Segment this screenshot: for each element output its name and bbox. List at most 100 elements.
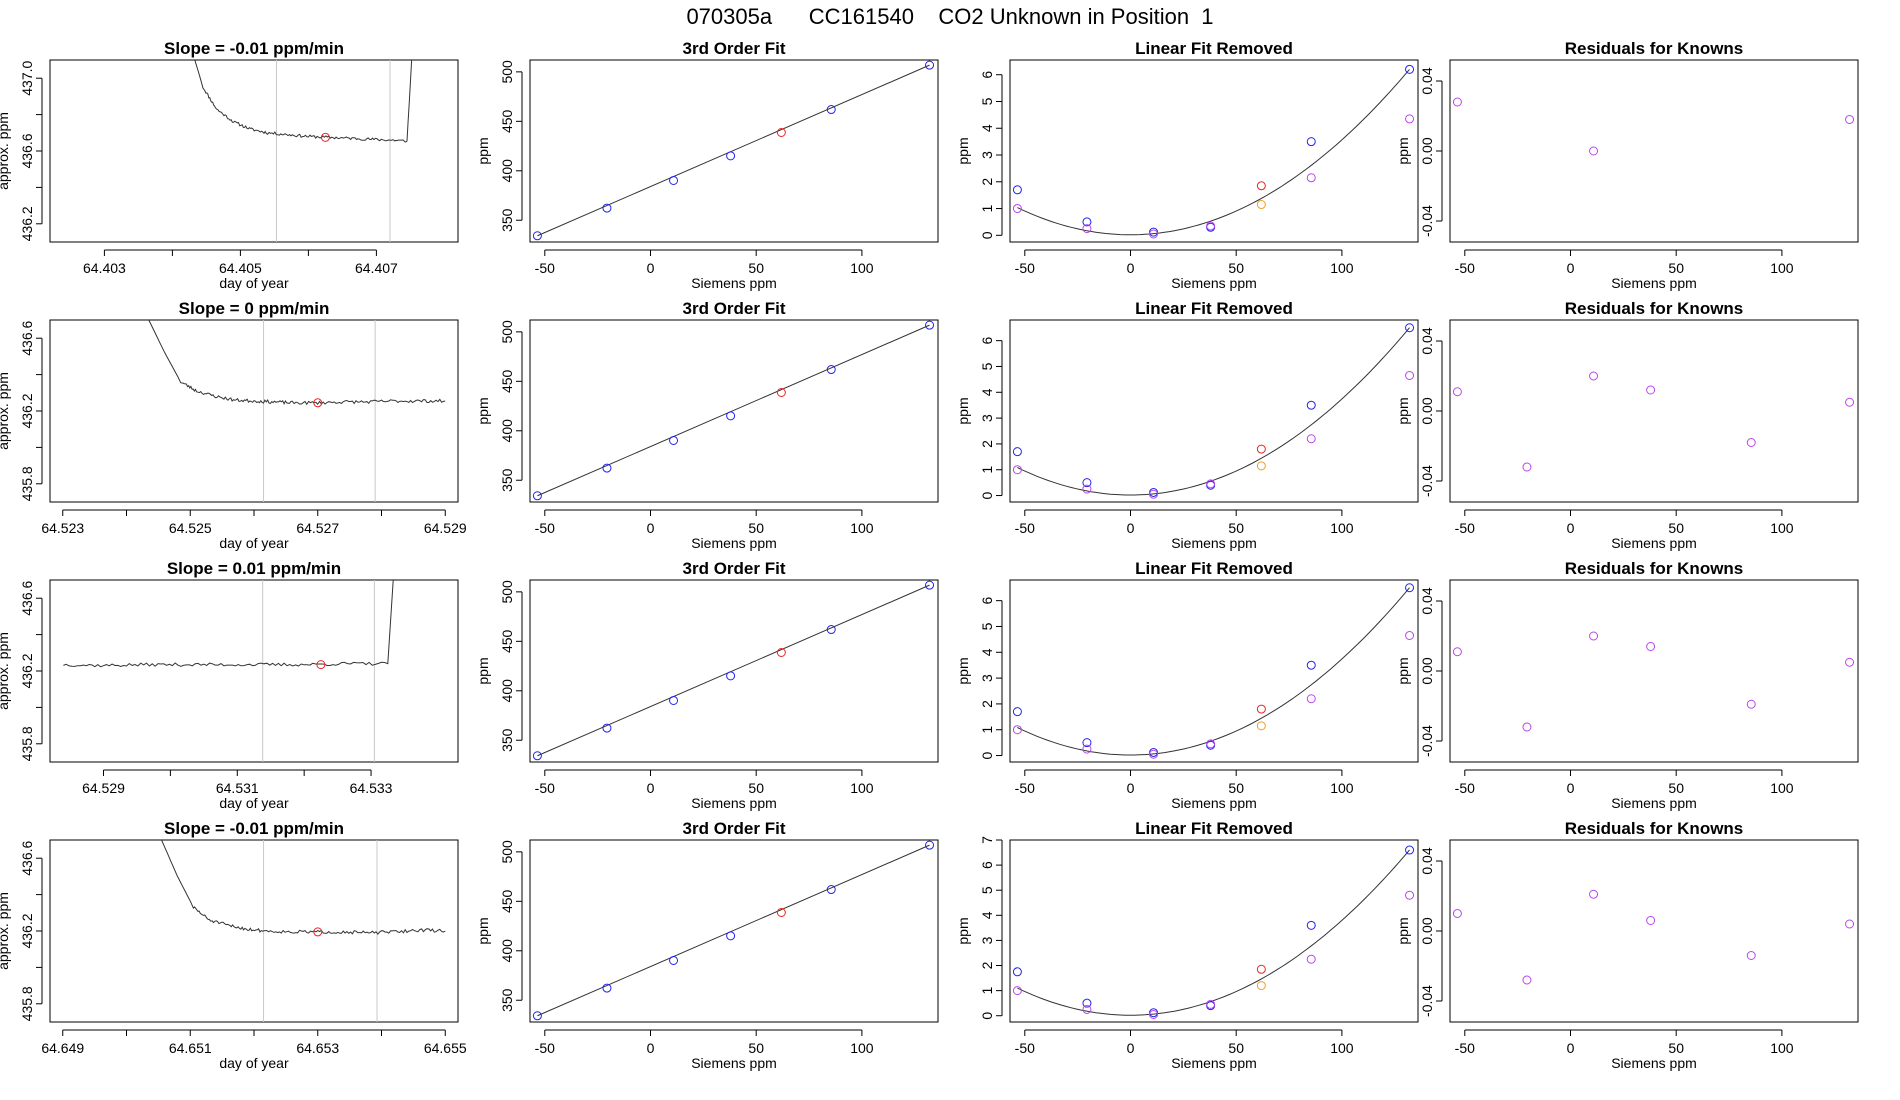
- plot-area: [1012, 64, 1415, 239]
- plot-area: [63, 580, 394, 762]
- x-tick-label: 100: [1770, 780, 1794, 796]
- data-point-magenta: [1206, 999, 1216, 1009]
- data-point-orange: [1256, 200, 1266, 210]
- y-axis-label: approx. ppm: [0, 632, 11, 710]
- data-point-blue: [669, 695, 679, 705]
- plot-area: [532, 580, 935, 761]
- plot-area: [161, 840, 446, 1022]
- data-point-magenta: [1082, 224, 1092, 234]
- x-tick-label: -50: [1015, 1040, 1035, 1056]
- x-tick-label: 50: [1228, 1040, 1244, 1056]
- y-tick-label: 3: [979, 936, 995, 944]
- data-point-blue: [1306, 137, 1316, 147]
- y-axis-label: ppm: [955, 397, 971, 424]
- y-tick-label: 3: [979, 674, 995, 682]
- x-axis-label: Siemens ppm: [1611, 275, 1697, 291]
- y-tick-label: 6: [979, 597, 995, 605]
- plot-frame: [529, 839, 939, 1023]
- data-point-magenta: [1522, 462, 1532, 472]
- x-tick-label: 100: [1770, 520, 1794, 536]
- y-tick-label: 436.2: [19, 653, 35, 688]
- x-tick-label: 0: [1567, 780, 1575, 796]
- x-axis-label: day of year: [219, 795, 289, 811]
- panel-timeseries-1: Slope = -0.01 ppm/min 64.403 64.405 64.407 d…: [0, 39, 459, 291]
- mean-point: [313, 398, 323, 408]
- fit-curve: [1017, 327, 1410, 496]
- x-tick-label: 50: [1668, 1040, 1684, 1056]
- data-point-blue: [1012, 447, 1022, 457]
- data-point-blue: [669, 435, 679, 445]
- data-point-blue: [669, 955, 679, 965]
- y-tick-label: 5: [979, 97, 995, 105]
- x-tick-label: 100: [1770, 260, 1794, 276]
- data-point-blue: [1405, 845, 1415, 855]
- y-axis-label: ppm: [1395, 917, 1411, 944]
- data-point-red: [776, 128, 786, 138]
- data-point-blue: [925, 320, 935, 330]
- plot-frame: [49, 319, 459, 503]
- x-tick-label: -50: [1015, 780, 1035, 796]
- plot-frame: [1009, 579, 1419, 763]
- x-tick-label: 100: [850, 1040, 874, 1056]
- data-point-red: [1256, 444, 1266, 454]
- data-point-blue: [602, 983, 612, 993]
- y-tick-label: 436.6: [19, 133, 35, 168]
- y-tick-label: 6: [979, 861, 995, 869]
- data-point-magenta: [1589, 631, 1599, 641]
- y-tick-label: -0.04: [1419, 725, 1435, 757]
- panel-linear_removed-3: Linear Fit Removed -50 0 50 100 Siemens ppm 0 1…: [955, 559, 1419, 811]
- data-point-magenta: [1845, 397, 1855, 407]
- fit-curve: [1017, 69, 1410, 236]
- x-tick-label: 0: [1567, 520, 1575, 536]
- x-tick-label: 50: [1668, 520, 1684, 536]
- y-tick-label: 4: [979, 388, 995, 396]
- data-point-magenta: [1589, 889, 1599, 899]
- y-tick-label: 3: [979, 151, 995, 159]
- data-point-magenta: [1845, 919, 1855, 929]
- y-tick-label: 435.8: [19, 726, 35, 761]
- y-tick-label: 437.0: [19, 60, 35, 95]
- y-tick-label: 450: [499, 109, 515, 133]
- x-tick-label: -50: [1455, 520, 1475, 536]
- mean-point: [316, 660, 326, 670]
- panel-title: Linear Fit Removed: [1135, 559, 1293, 578]
- y-axis-label: ppm: [475, 397, 491, 424]
- panel-residuals-3: Residuals for Knowns -50 0 50 100 Siemens ppm…: [1395, 559, 1859, 811]
- plot-frame: [1009, 319, 1419, 503]
- y-tick-label: 2: [979, 178, 995, 186]
- data-point-magenta: [1082, 1004, 1092, 1014]
- data-point-magenta: [1206, 739, 1216, 749]
- data-point-blue: [532, 231, 542, 241]
- y-axis-label: ppm: [955, 657, 971, 684]
- plot-area: [1012, 323, 1415, 499]
- y-tick-label: 0.00: [1419, 137, 1435, 164]
- y-tick-label: 0.00: [1419, 917, 1435, 944]
- y-tick-label: 400: [499, 679, 515, 703]
- data-point-blue: [1405, 583, 1415, 593]
- x-axis-label: Siemens ppm: [1171, 535, 1257, 551]
- x-tick-label: 64.529: [82, 780, 125, 796]
- panel-linear_removed-4: Linear Fit Removed -50 0 50 100 Siemens ppm 0 1…: [955, 819, 1419, 1071]
- data-point-magenta: [1012, 725, 1022, 735]
- data-point-blue: [1012, 185, 1022, 195]
- plot-area: [1012, 583, 1415, 759]
- y-axis-label: ppm: [955, 137, 971, 164]
- data-point-magenta: [1522, 975, 1532, 985]
- y-tick-label: 0: [979, 231, 995, 239]
- y-tick-label: 350: [499, 208, 515, 232]
- y-tick-label: 4: [979, 124, 995, 132]
- y-axis-label: approx. ppm: [0, 372, 11, 450]
- panel-fit-2: 3rd Order Fit -50 0 50 100 Siemens ppm 350 400 4…: [475, 299, 939, 551]
- data-point-magenta: [1646, 916, 1656, 925]
- x-tick-label: -50: [1455, 1040, 1475, 1056]
- data-point-blue: [1306, 400, 1316, 410]
- data-point-blue: [1082, 998, 1092, 1008]
- data-point-blue: [726, 671, 736, 681]
- x-axis-label: Siemens ppm: [1611, 1055, 1697, 1071]
- x-tick-label: 64.527: [296, 520, 339, 536]
- data-point-red: [776, 648, 786, 658]
- y-tick-label: 436.2: [19, 206, 35, 241]
- plot-frame: [1009, 59, 1419, 243]
- y-tick-label: 1: [979, 204, 995, 212]
- y-tick-label: 0.04: [1419, 847, 1435, 874]
